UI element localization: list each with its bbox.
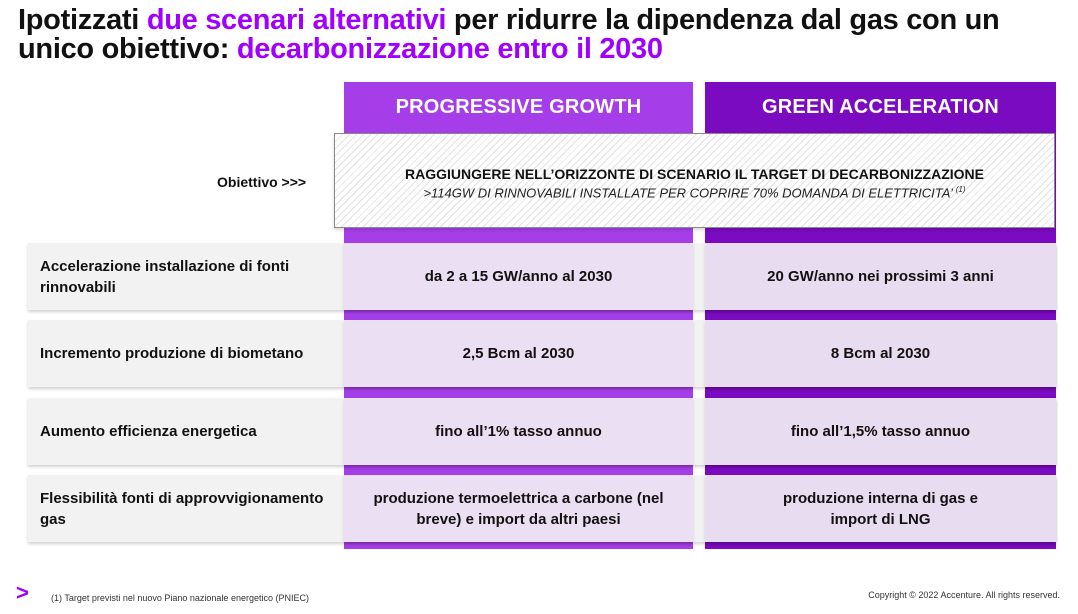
progressive-growth-cell: 2,5 Bcm al 2030 [344, 320, 693, 387]
progressive-growth-cell: fino all’1% tasso annuo [344, 398, 693, 465]
title-highlight-decarbonization: decarbonizzazione entro il 2030 [236, 33, 663, 65]
progressive-growth-cell: produzione termoelettrica a carbone (nel… [344, 475, 693, 542]
objective-subtitle: >114GW DI RINNOVABILI INSTALLATE PER COP… [335, 185, 1054, 200]
title-part-2: per ridurre la dipendenza dal gas con un… [18, 4, 1000, 65]
progressive-growth-cell: da 2 a 15 GW/anno al 2030 [344, 243, 693, 310]
row-label: Flessibilità fonti di approvvigionamento… [40, 489, 324, 528]
green-acceleration-header: GREEN ACCELERATION [762, 96, 999, 118]
objective-label: Obiettivo >>> [217, 174, 307, 190]
green-acceleration-cell: 8 Bcm al 2030 [705, 320, 1056, 387]
green-acceleration-cell: produzione interna di gas e import di LN… [705, 475, 1056, 542]
objective-box: RAGGIUNGERE NELL’ORIZZONTE DI SCENARIO I… [334, 133, 1055, 228]
footnote: (1) Target previsti nel nuovo Piano nazi… [51, 593, 309, 603]
progressive-growth-header: PROGRESSIVE GROWTH [395, 96, 642, 118]
green-acceleration-cell: fino all’1,5% tasso annuo [705, 398, 1056, 465]
green-acceleration-cell: 20 GW/anno nei prossimi 3 anni [705, 243, 1056, 310]
title-highlight-scenarios: due scenari alternativi [146, 4, 447, 36]
objective-footnote-ref: (1) [955, 185, 966, 194]
row-label: Incremento produzione di biometano [40, 345, 304, 362]
accenture-logo-icon: > [16, 580, 29, 605]
title-part-1: Ipotizzati [18, 4, 147, 36]
copyright: Copyright © 2022 Accenture. All rights r… [868, 590, 1060, 600]
objective-title: RAGGIUNGERE NELL’ORIZZONTE DI SCENARIO I… [405, 166, 984, 182]
objective-subtitle-text: >114GW DI RINNOVABILI INSTALLATE PER COP… [423, 185, 953, 201]
page-title: Ipotizzati due scenari alternativi per r… [18, 6, 1068, 64]
row-label: Accelerazione installazione di fonti rin… [40, 257, 290, 296]
row-label: Aumento efficienza energetica [40, 423, 257, 440]
